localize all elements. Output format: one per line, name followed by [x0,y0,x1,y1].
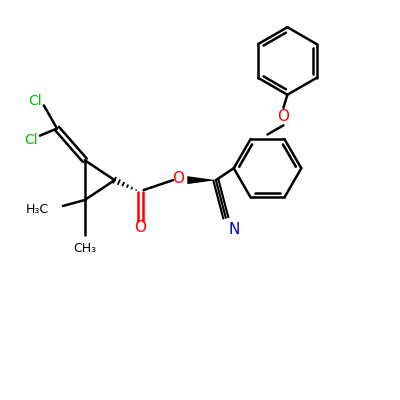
Text: N: N [228,222,240,237]
Text: O: O [172,171,184,186]
Text: Cl: Cl [24,134,38,148]
Polygon shape [187,176,216,184]
Text: O: O [134,220,146,235]
Text: O: O [278,109,290,124]
Text: Cl: Cl [28,94,42,108]
Text: CH₃: CH₃ [73,242,96,255]
Text: H₃C: H₃C [26,204,49,216]
